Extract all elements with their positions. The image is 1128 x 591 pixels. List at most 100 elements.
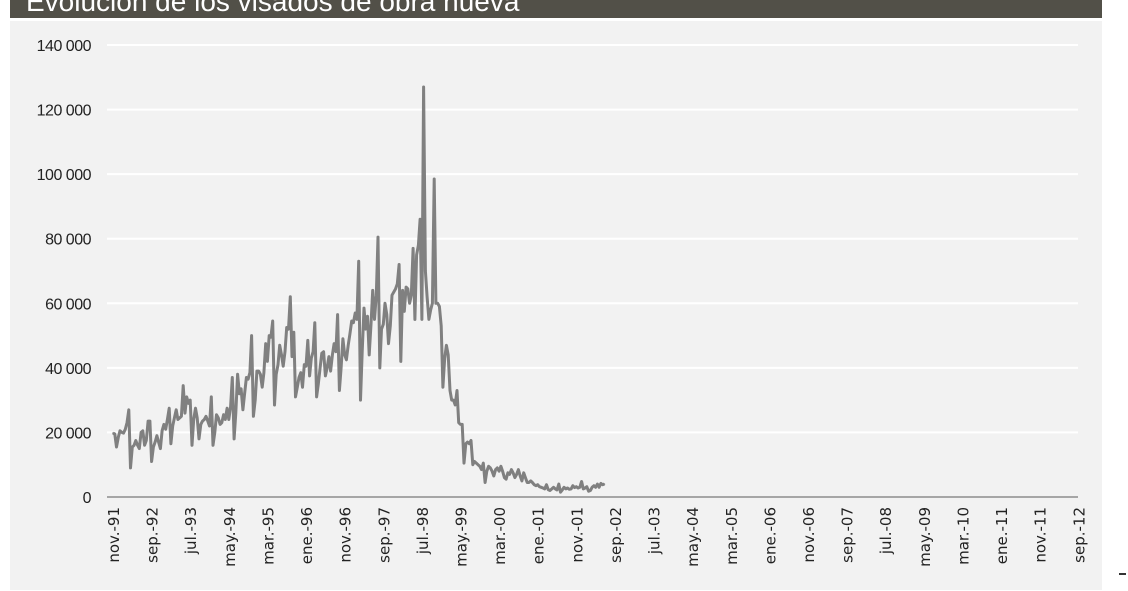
chart-panel: 0 20 000 40 000 60 000 80 000 100 000 120 000 1… (10, 21, 1102, 590)
data-point (377, 236, 379, 238)
x-tick-label: nov.-06 (800, 507, 818, 563)
data-point (433, 178, 435, 180)
x-tick-label: sep.-97 (375, 507, 393, 563)
data-point (120, 431, 123, 434)
data-point (277, 363, 279, 366)
x-tick-label: may.-04 (684, 507, 702, 567)
data-point (210, 396, 213, 398)
data-point (156, 434, 158, 437)
data-point (205, 415, 207, 418)
y-tick-label: 40 000 (45, 361, 92, 378)
data-point (359, 399, 362, 401)
data-point (440, 325, 442, 327)
x-tick-label: may.-09 (916, 507, 934, 567)
data-point (208, 425, 211, 427)
data-point (136, 444, 139, 447)
data-point (598, 486, 600, 489)
data-point (312, 350, 314, 353)
data-point (566, 487, 569, 489)
data-point (535, 484, 537, 487)
data-point (407, 287, 409, 290)
data-point (424, 270, 427, 272)
data-point (196, 417, 199, 419)
data-point (405, 286, 407, 288)
data-point (280, 354, 283, 356)
data-point (436, 302, 439, 305)
data-point (261, 386, 263, 389)
data-point (559, 491, 562, 493)
data-point (370, 323, 372, 326)
data-point (154, 441, 156, 443)
x-tick-label: ene.-06 (761, 507, 779, 564)
data-point (486, 470, 488, 472)
y-tick-label: 20 000 (45, 425, 92, 442)
data-point (505, 478, 507, 481)
y-tick-label: 0 (83, 490, 92, 507)
data-point (270, 336, 272, 338)
data-point (228, 418, 230, 421)
data-point (127, 409, 130, 411)
data-point (345, 358, 348, 361)
data-point (484, 481, 486, 484)
data-point (515, 473, 518, 476)
data-point (450, 399, 453, 401)
data-point (491, 470, 493, 472)
data-point (487, 465, 490, 468)
x-tick-label: ene.-01 (530, 507, 548, 564)
data-point (556, 489, 558, 491)
data-point (533, 483, 535, 486)
data-point (254, 399, 256, 401)
data-point (514, 476, 516, 479)
data-point (356, 318, 358, 321)
data-point (357, 260, 360, 263)
x-tick-label: mar.-00 (491, 507, 509, 565)
data-point (328, 355, 330, 358)
x-tick-label: nov.-11 (1032, 507, 1050, 563)
data-point (447, 354, 450, 356)
data-point (531, 481, 534, 484)
data-point (331, 354, 334, 356)
data-point (412, 247, 414, 250)
data-point (543, 488, 546, 490)
data-point (384, 302, 386, 305)
data-point (415, 254, 418, 256)
data-point (417, 244, 420, 246)
data-point (349, 333, 351, 335)
data-point (173, 417, 176, 419)
data-point (229, 405, 232, 408)
y-tick-label: 120 000 (37, 103, 92, 120)
data-point (326, 367, 328, 369)
data-point (522, 471, 525, 474)
data-point (138, 447, 141, 450)
data-point (292, 331, 295, 334)
data-point (308, 375, 311, 377)
data-point (187, 402, 190, 405)
data-point (135, 439, 137, 442)
data-point (352, 321, 355, 324)
data-point (542, 487, 544, 489)
data-point (589, 489, 592, 492)
data-point (482, 462, 485, 464)
data-point (206, 420, 209, 422)
data-point (296, 386, 299, 389)
data-point (438, 305, 441, 308)
data-point (250, 334, 253, 337)
data-point (457, 421, 460, 424)
data-point (180, 415, 183, 418)
data-point (242, 409, 244, 411)
data-point (226, 407, 228, 410)
data-point (389, 325, 392, 327)
data-point (577, 487, 579, 489)
data-point (552, 486, 555, 489)
y-tick-label: 80 000 (45, 232, 92, 249)
data-point (503, 476, 506, 479)
data-point (119, 430, 121, 432)
data-point (547, 488, 550, 491)
data-point (268, 334, 270, 337)
data-point (354, 312, 356, 314)
data-point (393, 291, 395, 293)
data-point (221, 421, 223, 424)
data-point (212, 444, 214, 447)
data-point (149, 420, 151, 422)
data-point (498, 470, 500, 472)
